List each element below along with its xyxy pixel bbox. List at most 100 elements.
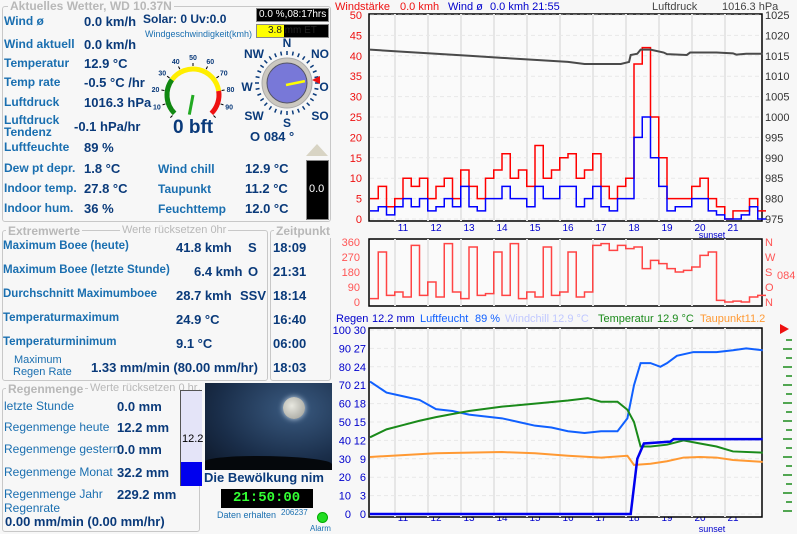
gauge-tick — [213, 115, 216, 118]
climate-x-tick-label: 13 — [463, 513, 475, 524]
extreme-label: Maximum Boee (letzte Stunde) — [3, 264, 170, 276]
direction-current: 084 — [777, 270, 795, 282]
direction-y-tick-label: 0 — [354, 297, 360, 309]
webcam-image[interactable] — [205, 383, 332, 470]
gauge-yellow-band — [169, 66, 222, 92]
direction-y-tick-label: 90 — [348, 282, 360, 294]
direction-compass-label: W — [765, 252, 776, 264]
rain-label: Regenmenge Jahr — [4, 487, 103, 501]
scroll-up-arrow-icon[interactable] — [306, 144, 328, 156]
direction-y-tick-label: 360 — [342, 237, 360, 249]
max-rain-rate-label-1: Maximum — [14, 354, 62, 366]
temperature-current: 12.9 °C — [657, 313, 694, 325]
compass-tick — [263, 102, 268, 107]
rain-label: Regenmenge Monat — [4, 465, 113, 479]
current-label: Wind aktuell — [4, 37, 75, 51]
temperature-y-tick-label: 12 — [354, 435, 366, 447]
extremes-reset[interactable]: Werte rücksetzen 0hr — [120, 224, 229, 236]
rain-label: Regenmenge gestern — [4, 442, 120, 456]
current-label: Indoor temp. — [4, 181, 77, 195]
wind-x-tick-label: 16 — [562, 223, 574, 234]
wind-y-tick-label: 30 — [350, 92, 362, 104]
temperature-y-tick-label: 21 — [354, 380, 366, 392]
gauge-tick — [178, 66, 181, 70]
pressure-legend: Luftdruck — [652, 1, 698, 13]
compass-label: NW — [244, 47, 265, 61]
compass-label: SO — [311, 109, 328, 123]
gauge-red-band — [209, 90, 222, 116]
rain-rate-value: 0.00 mm/min (0.00 mm/hr) — [5, 514, 165, 529]
wind-y-tick-label: 40 — [350, 51, 362, 63]
alarm-indicator-icon[interactable] — [317, 512, 328, 523]
time-title: Zeitpunkt — [274, 224, 332, 238]
rain-value: 12.2 mm — [117, 420, 170, 435]
extreme-value: 41.8 kmh — [176, 240, 232, 255]
rain-label: letzte Stunde — [4, 399, 75, 413]
gauge-tick — [170, 115, 173, 118]
compass-tick — [306, 59, 311, 64]
compass-tick — [314, 76, 319, 79]
rain-bar-value: 12.2 — [182, 433, 204, 445]
extreme-direction: SSV — [240, 288, 267, 303]
extreme-label: Temperaturminimum — [3, 336, 117, 348]
scale-marker-icon — [780, 324, 789, 334]
compass-tick — [309, 97, 315, 102]
compass-tick — [268, 105, 273, 111]
temperature-y-tick-label: 15 — [354, 417, 366, 429]
temperature-y-tick-label: 0 — [360, 509, 366, 521]
wind-y-tick-label: 0 — [356, 214, 362, 226]
rain-legend: Regen — [336, 313, 368, 325]
climate-x-tick-label: 15 — [529, 513, 541, 524]
wind-x-tick-label: 19 — [661, 223, 673, 234]
compass-tick — [268, 55, 273, 61]
gauge-tick-label: 80 — [227, 87, 235, 94]
pressure-y-tick-label: 975 — [765, 214, 783, 226]
climate-x-tick-label: 21 — [727, 513, 739, 524]
pressure-y-tick-label: 985 — [765, 173, 783, 185]
wind-y-tick-label: 35 — [350, 71, 362, 83]
humidity-series — [369, 347, 763, 435]
current-label: Luftfeuchte — [4, 140, 70, 154]
gauge-tick — [216, 75, 220, 79]
wind-y-tick-label: 10 — [350, 173, 362, 185]
moon-image — [283, 397, 305, 419]
rain-reset[interactable]: Werte rücksetzen 0 hr — [88, 382, 200, 394]
compass-tick — [259, 64, 265, 69]
rain-rate-label: Regenrate — [4, 501, 61, 515]
humidity-y-tick-label: 10 — [339, 491, 351, 503]
compass-tick — [309, 64, 315, 69]
extreme-value: 6.4 kmh — [194, 264, 243, 279]
max-rain-rate-label-2: Regen Rate — [13, 366, 72, 378]
side-value-box: 0.0 — [306, 160, 329, 220]
et-fill — [257, 25, 284, 37]
compass-tick — [259, 97, 265, 102]
current-value: -0.5 °C /hr — [84, 75, 145, 90]
et-value: 3.8 mm ET — [268, 25, 317, 36]
current-label: Luftdruck — [4, 95, 60, 109]
extreme-value: 24.9 °C — [176, 312, 220, 327]
wind-avg-series — [370, 116, 766, 220]
climate-x-tick-label: 20 — [694, 513, 706, 524]
gauge-tick — [166, 75, 170, 79]
compass-dial — [266, 62, 308, 104]
extreme-label: Temperaturmaximum — [3, 312, 120, 324]
gauge-tick-label: 30 — [158, 71, 166, 78]
wind-x-tick-label: 11 — [398, 223, 409, 234]
extreme-label: Durchschnitt Maximumboee — [3, 288, 157, 300]
compass-tick — [301, 105, 306, 111]
pressure-y-tick-label: 1010 — [765, 71, 789, 83]
extreme-direction: O — [248, 264, 259, 279]
compass-tick — [274, 53, 277, 58]
wind-gust-legend: Windstärke — [335, 1, 390, 13]
max-rain-rate-value: 1.33 mm/min (80.00 mm/hr) — [91, 360, 258, 375]
current-label: Feuchttemp — [158, 202, 227, 216]
extreme-time: 18:09 — [273, 240, 307, 255]
compass-tick — [257, 70, 262, 73]
rain-series — [370, 437, 763, 516]
compass-label: W — [241, 80, 253, 94]
compass-tick — [314, 87, 319, 90]
wind-x-tick-label: 20 — [694, 223, 706, 234]
compass-label: N — [283, 38, 292, 50]
pressure-y-tick-label: 1005 — [765, 92, 789, 104]
